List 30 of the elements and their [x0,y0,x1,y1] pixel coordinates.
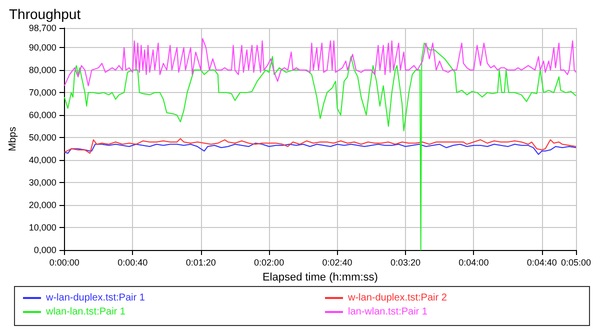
x-axis-title: Elapsed time (h:mm:ss) [262,271,378,284]
x-tick-label: 0:00:00 [49,258,80,268]
y-tick-label: 98,700 [28,23,56,33]
line-series [64,142,576,155]
legend-label: lan-wlan.tst:Pair 1 [348,306,428,318]
line-series [64,38,576,86]
y-tick-label: 10,000 [28,222,56,233]
y-tick-label: 60,000 [28,110,56,120]
x-tick-label: 0:04:00 [458,258,489,268]
x-tick-label: 0:04:40 [526,258,557,268]
y-tick-label: 40,000 [28,155,56,166]
y-tick-label: 20,000 [28,200,56,210]
line-series [64,138,576,154]
x-tick-label: 0:05:00 [560,258,592,268]
y-tick-label: 70,000 [28,88,56,98]
x-tick-label: 0:01:20 [186,258,216,268]
y-tick-label: 30,000 [28,178,56,188]
y-tick-label: 50,000 [28,132,56,143]
x-tick-label: 0:02:00 [254,258,284,268]
legend-label: wlan-lan.tst:Pair 1 [45,306,126,318]
x-tick-label: 0:00:40 [118,258,148,268]
y-tick-label: 0,000 [34,245,56,255]
y-tick-label: 90,000 [28,42,56,53]
legend-label: w-lan-duplex.tst:Pair 2 [347,292,448,304]
y-tick-label: 80,000 [28,65,56,76]
x-tick-label: 0:03:20 [390,258,420,268]
legend-label: w-lan-duplex.tst:Pair 1 [45,292,146,304]
y-axis-title: Mbps [8,126,18,152]
x-tick-label: 0:02:40 [322,258,352,268]
chart-title: Throughput [9,6,81,22]
